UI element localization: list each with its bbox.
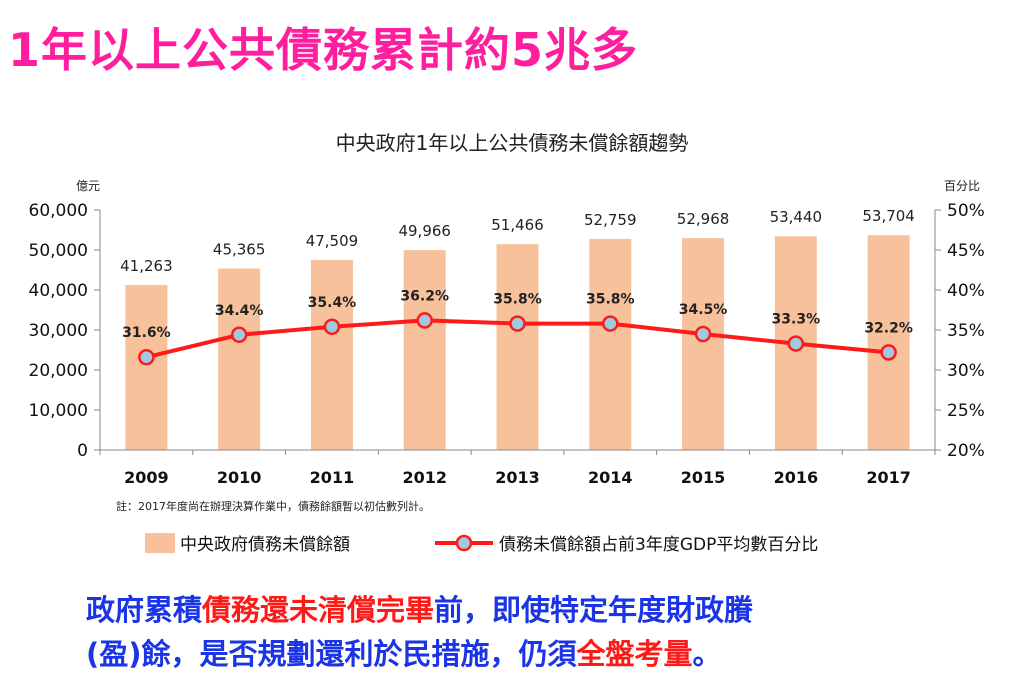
x-label-2009: 2009 [124,468,169,487]
bottom-text-2c: 。 [692,637,722,671]
x-label-2013: 2013 [495,468,540,487]
bottom-statement: 政府累積債務還未清償完畢前，即使特定年度財政賸 (盈)餘，是否規劃還利於民措施，… [86,588,753,676]
x-label-2016: 2016 [774,468,819,487]
bar-2014 [589,238,632,450]
bar-2011 [310,259,353,450]
percent-point-2011 [323,318,341,336]
bar-value-label: 41,263 [120,257,173,275]
percent-point-2016 [787,335,805,352]
bar-value-label: 52,759 [584,211,637,229]
headline: 1年以上公共債務累計約5兆多 [8,23,639,77]
percent-line-group: 31.6% 34.4% 35.4% 36.2% 35.8% 35.8% 34.5% 33.3%… [122,288,913,366]
bar-2017 [867,235,910,450]
bar-value-label: 53,440 [770,208,823,226]
bottom-line-1: 政府累積債務還未清償完畢前，即使特定年度財政賸 [86,588,753,632]
percent-label: 34.4% [215,303,264,319]
percent-label: 35.8% [493,292,542,308]
bar-2012 [403,250,446,450]
bars-group: 41,263 45,365 47,509 49,966 51,466 52,759 52,9… [120,207,915,450]
bottom-text-2b: 全盤考量 [576,637,693,671]
legend-bar-label: 中央政府債務未償餘額 [180,535,350,555]
legend-bar-swatch [145,533,175,553]
bar-value-label: 47,509 [306,232,359,250]
percent-point-2014 [602,315,619,332]
legend-line-label: 債務未償餘額占前3年度GDP平均數百分比 [499,535,818,555]
bottom-text-1b: 債務還未清償完畢 [202,593,435,627]
left-tick-label: 60,000 [29,201,88,221]
right-tick-label: 25% [947,401,985,421]
debt-chart: 中央政府1年以上公共債務未償餘額趨勢 億元 百分比 0 10,000 20,000 3… [29,131,985,555]
percent-label: 35.8% [586,292,635,308]
bar-2013 [496,244,539,450]
bottom-line-2: (盈)餘，是否規劃還利於民措施，仍須全盤考量。 [86,632,753,676]
percent-point-2012 [416,312,433,329]
bottom-text-1c: 前，即使特定年度財政賸 [434,593,754,627]
left-tick-label: 0 [77,441,88,461]
left-axis-unit: 億元 [76,179,100,193]
left-tick-label: 40,000 [29,281,88,301]
bar-value-label: 51,466 [491,216,544,234]
right-tick-label: 40% [947,281,985,301]
x-label-2012: 2012 [402,468,447,487]
bar-value-label: 53,704 [862,207,915,225]
bar-2015 [682,238,725,450]
percent-label: 31.6% [122,325,171,341]
percent-point-2015 [694,325,712,343]
left-tick-label: 50,000 [29,241,88,261]
bar-2009 [125,284,168,450]
right-tick-label: 35% [947,321,985,341]
percent-point-2017 [880,344,897,361]
left-tick-label: 20,000 [29,361,88,381]
percent-point-2013 [509,315,526,332]
bar-value-label: 49,966 [398,222,451,240]
x-label-2017: 2017 [866,468,911,487]
percent-label: 32.2% [864,320,913,336]
axes-group [99,210,936,455]
right-tick-label: 50% [947,201,985,221]
percent-point-2009 [138,348,155,366]
x-label-2010: 2010 [217,468,262,487]
percent-label: 34.5% [679,302,728,318]
bar-value-label: 45,365 [213,241,266,259]
left-tick-label: 30,000 [29,321,88,341]
left-axis-ticks: 0 10,000 20,000 30,000 40,000 50,000 60,000 [29,201,100,461]
right-axis-unit: 百分比 [944,179,980,193]
right-tick-label: 45% [947,241,985,261]
chart-note: 註：2017年度尚在辦理決算作業中，債務餘額暫以初估數列計。 [116,499,430,513]
right-axis-ticks: 20% 25% 30% 35% 40% 45% 50% [935,201,985,461]
left-tick-label: 10,000 [29,401,88,421]
x-label-2011: 2011 [310,468,355,487]
bottom-text-1a: 政府累積 [86,593,203,627]
percent-label: 36.2% [400,288,449,304]
legend-line-marker [455,534,473,552]
x-label-2015: 2015 [681,468,726,487]
right-tick-label: 30% [947,361,985,381]
bar-2010 [218,268,261,450]
percent-label: 35.4% [308,295,357,311]
x-axis-labels: 2009 2010 2011 2012 2013 2014 2015 2016 2017 [124,468,911,487]
x-label-2014: 2014 [588,468,633,487]
bar-value-label: 52,968 [677,210,730,228]
bottom-text-2a: (盈)餘，是否規劃還利於民措施，仍須 [86,637,577,671]
percent-label: 33.3% [772,312,821,328]
percent-point-2010 [230,326,248,344]
chart-title: 中央政府1年以上公共債務未償餘額趨勢 [336,131,689,155]
right-tick-label: 20% [947,441,985,461]
